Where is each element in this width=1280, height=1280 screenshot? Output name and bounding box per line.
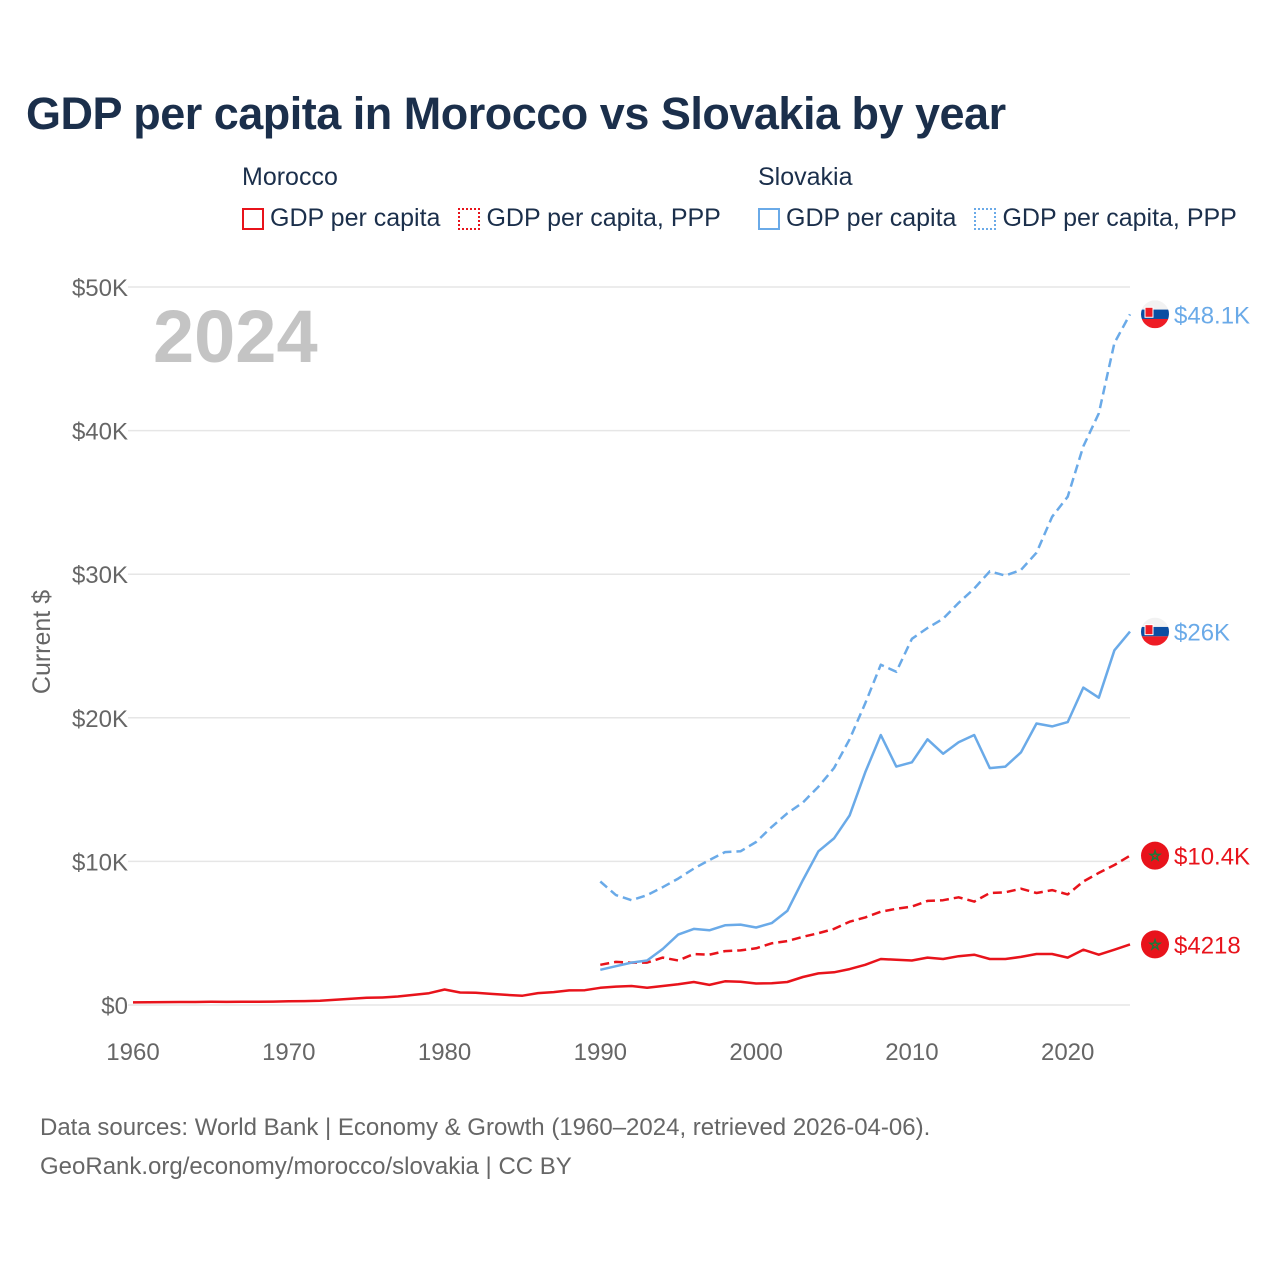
x-tick-label: 1970 [262,1039,315,1066]
y-axis-label: Current $ [28,590,56,694]
x-tick-label: 2020 [1041,1039,1094,1066]
legend-label: GDP per capita [786,204,957,232]
y-tick-label: $50K [72,275,128,302]
series-line-slovakia-dashed [599,313,1132,902]
data-sources: Data sources: World Bank | Economy & Gro… [40,1114,931,1141]
legend-slovakia: Slovakia GDP per capita GDP per capita, … [758,163,1237,233]
legend-morocco: Morocco GDP per capita GDP per capita, P… [242,163,721,233]
end-value-label: $48.1K [1174,302,1250,329]
legend-group-name: Slovakia [758,163,853,191]
morocco-flag-icon: ☆ [1141,841,1169,870]
y-tick-label: $40K [72,419,128,446]
series-line-morocco-solid [132,943,1131,1004]
slovakia-flag-icon [1141,617,1169,646]
series-line-slovakia-solid [600,630,1131,972]
legend-item-slovakia-ppp[interactable]: GDP per capita, PPP [974,204,1237,233]
y-tick-label: $20K [72,706,128,733]
y-tick-label: $10K [72,849,128,876]
svg-text:☆: ☆ [1149,848,1162,864]
legend-item-morocco-gdp[interactable]: GDP per capita [242,204,440,233]
morocco-flag-icon: ☆ [1141,930,1169,959]
attribution-link[interactable]: GeoRank.org/economy/morocco/slovakia | C… [40,1153,572,1180]
legend-label: GDP per capita [270,204,441,232]
series-line-morocco-dashed [600,854,1131,967]
x-tick-label: 2000 [729,1039,782,1066]
end-value-label: $4218 [1174,932,1241,959]
chart-title: GDP per capita in Morocco vs Slovakia by… [26,88,1006,139]
solid-swatch-icon [758,207,780,230]
dotted-swatch-icon [974,207,997,230]
y-tick-label: $30K [72,562,128,589]
legend-item-slovakia-gdp[interactable]: GDP per capita [758,204,956,233]
end-value-label: $26K [1174,620,1230,647]
footer: Data sources: World Bank | Economy & Gro… [40,1108,930,1186]
slovakia-flag-icon [1141,300,1169,329]
solid-swatch-icon [242,207,264,230]
year-watermark: 2024 [153,295,318,378]
y-tick-label: $0 [101,993,128,1020]
x-tick-label: 1960 [106,1039,159,1066]
x-tick-label: 1990 [574,1039,627,1066]
x-tick-label: 1980 [418,1039,471,1066]
x-tick-label: 2010 [885,1039,938,1066]
svg-text:☆: ☆ [1149,936,1162,952]
legend-label: GDP per capita, PPP [1002,204,1237,232]
end-value-label: $10.4K [1174,844,1250,871]
legend-item-morocco-ppp[interactable]: GDP per capita, PPP [458,204,721,233]
legend-label: GDP per capita, PPP [486,204,721,232]
dotted-swatch-icon [458,207,481,230]
legend-group-name: Morocco [242,163,338,191]
